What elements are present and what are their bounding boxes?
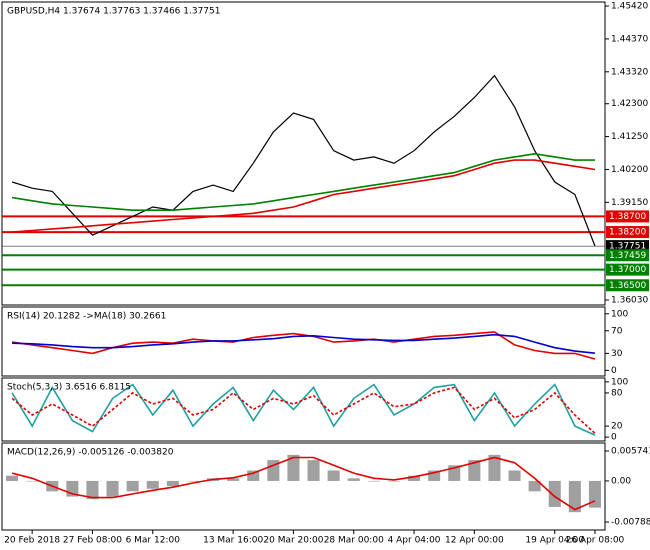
- series-line: [12, 159, 596, 233]
- series-line: [11, 74, 596, 247]
- y-tick-label: 1.36030: [611, 295, 648, 305]
- histogram-bar: [267, 460, 280, 481]
- histogram-bar: [126, 480, 139, 492]
- level-label: 1.38700: [609, 212, 646, 222]
- level-label-box: [606, 226, 649, 239]
- panel-frame: [1, 1, 606, 306]
- y-tick-label: 80: [611, 388, 623, 398]
- histogram-bar: [287, 454, 300, 481]
- histogram-bar: [508, 470, 521, 481]
- panel-frame: [1, 377, 606, 442]
- y-tick-label: 1.40200: [611, 165, 648, 175]
- level-label: 1.38200: [609, 228, 646, 238]
- histogram-bar: [146, 480, 159, 489]
- y-tick-label: 1.43320: [611, 67, 648, 77]
- series-line: [11, 383, 596, 436]
- level-label-box: [606, 249, 649, 262]
- histogram-bar: [488, 454, 501, 481]
- level-label-box: [606, 263, 649, 276]
- y-tick-label: 0.00: [611, 476, 631, 486]
- series-line: [12, 333, 596, 354]
- panel-title: MACD(12,26,9) -0.005126 -0.003820: [7, 448, 174, 458]
- series-line: [11, 152, 595, 211]
- histogram-bar: [548, 480, 561, 507]
- histogram-bar: [307, 460, 320, 481]
- y-tick-label: 1.44370: [611, 34, 648, 44]
- y-tick-label: -0.007882: [611, 517, 650, 527]
- panel-title: GBPUSD,H4 1.37674 1.37763 1.37466 1.3775…: [7, 7, 220, 17]
- x-tick-label: 27 Feb 08:00: [63, 536, 122, 546]
- level-label: 1.37459: [609, 251, 646, 261]
- histogram-bar: [408, 475, 421, 481]
- level-label: 1.36500: [609, 281, 646, 291]
- histogram-bar: [428, 470, 441, 481]
- histogram-bar: [186, 480, 199, 482]
- histogram-bar: [106, 480, 119, 497]
- series-line: [11, 456, 596, 511]
- y-tick-label: 0.005741: [611, 447, 650, 457]
- histogram-bar: [166, 480, 179, 487]
- y-tick-label: 30: [611, 349, 623, 359]
- x-tick-label: 12 Apr 00:00: [445, 536, 504, 546]
- level-label-box: [606, 279, 649, 292]
- x-tick-label: 26 Apr 08:00: [566, 536, 625, 546]
- histogram-bar: [86, 480, 99, 500]
- panel-frame: [1, 306, 606, 377]
- panel-title: Stoch(5,3,3) 3.6516 6.8115: [7, 383, 131, 393]
- y-tick-label: 20: [611, 422, 623, 432]
- y-tick-label: 1.41250: [611, 132, 648, 142]
- x-tick-label: 13 Mar 16:00: [203, 536, 263, 546]
- level-label-box: [606, 240, 649, 253]
- histogram-bar: [347, 478, 360, 481]
- level-label: 1.37000: [609, 265, 646, 275]
- histogram-bar: [468, 460, 481, 481]
- y-tick-label: 1.45420: [611, 2, 648, 12]
- histogram-bar: [26, 480, 39, 482]
- histogram-bar: [528, 480, 541, 492]
- y-tick-label: 1.39150: [611, 198, 648, 208]
- histogram-bar: [568, 480, 581, 513]
- histogram-bar: [387, 480, 400, 482]
- y-tick-label: 100: [611, 377, 628, 387]
- y-tick-label: 70: [611, 326, 623, 336]
- y-tick-label: 1.42300: [611, 99, 648, 109]
- x-tick-label: 4 Apr 04:00: [388, 536, 441, 546]
- series-line: [11, 331, 596, 360]
- histogram-bar: [327, 470, 340, 481]
- series-line: [11, 386, 596, 434]
- histogram-bar: [227, 478, 240, 481]
- level-label: 1.37751: [609, 242, 646, 252]
- y-tick-label: 0: [611, 366, 617, 376]
- x-tick-label: 20 Feb 2018: [4, 536, 60, 546]
- histogram-bar: [588, 480, 601, 508]
- level-label-box: [606, 210, 649, 223]
- histogram-bar: [247, 470, 260, 481]
- y-tick-label: 100: [611, 309, 628, 319]
- y-tick-label: 0: [611, 433, 617, 443]
- histogram-bar: [367, 480, 380, 482]
- x-tick-label: 6 Mar 12:00: [126, 536, 181, 546]
- panel-title: RSI(14) 20.1282 ->MA(18) 30.2661: [7, 312, 166, 322]
- histogram-bar: [6, 475, 19, 481]
- x-tick-label: 20 Mar 20:00: [263, 536, 323, 546]
- x-tick-label: 19 Apr 04:00: [525, 536, 584, 546]
- x-tick-label: 28 Mar 00:00: [324, 536, 384, 546]
